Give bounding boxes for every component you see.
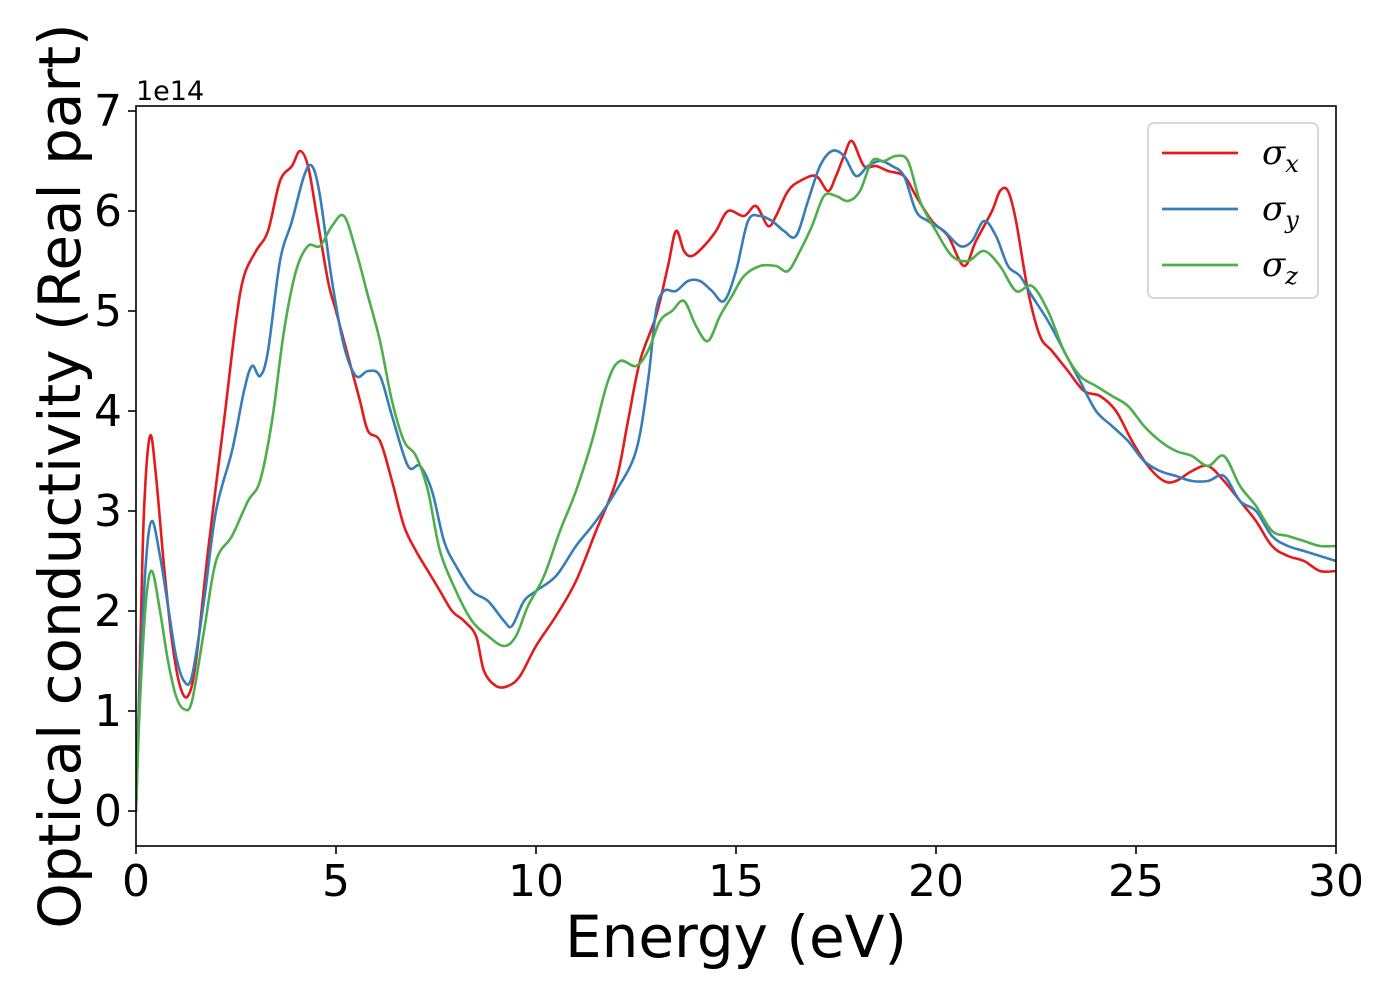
series-line-sigma-y <box>136 149 1336 813</box>
y-axis-label: Optical conductivity (Real part) <box>26 23 94 928</box>
legend-box <box>1147 122 1319 299</box>
x-tick-label: 25 <box>1108 856 1164 907</box>
series-line-sigma-x <box>136 139 1336 813</box>
x-tick-label: 5 <box>322 856 350 907</box>
x-tick-label: 15 <box>708 856 764 907</box>
y-axis-ticks: 0 1 2 3 4 5 6 7 <box>94 86 136 837</box>
x-tick-label: 20 <box>908 856 964 907</box>
legend-label-sigma-z: σz <box>1262 245 1298 290</box>
x-axis-ticks: 0 5 10 15 20 25 30 <box>122 846 1364 907</box>
legend: σx σy σz <box>1147 122 1319 299</box>
legend-label-sigma-y: σy <box>1262 189 1299 234</box>
y-tick-label: 6 <box>94 186 122 237</box>
y-tick-label: 2 <box>94 586 122 637</box>
series-lines <box>136 139 1336 813</box>
y-tick-label: 4 <box>94 386 122 437</box>
y-tick-label: 3 <box>94 486 122 537</box>
y-tick-label: 5 <box>94 286 122 337</box>
legend-label-sigma-x: σx <box>1262 133 1299 178</box>
y-offset-label: 1e14 <box>136 76 204 107</box>
x-tick-label: 30 <box>1308 856 1364 907</box>
y-tick-label: 7 <box>94 86 122 137</box>
y-tick-label: 1 <box>94 686 122 737</box>
x-tick-label: 0 <box>122 856 150 907</box>
x-axis-label: Energy (eV) <box>565 903 907 971</box>
series-line-sigma-z <box>136 154 1336 813</box>
x-tick-label: 10 <box>508 856 564 907</box>
y-tick-label: 0 <box>94 786 122 837</box>
